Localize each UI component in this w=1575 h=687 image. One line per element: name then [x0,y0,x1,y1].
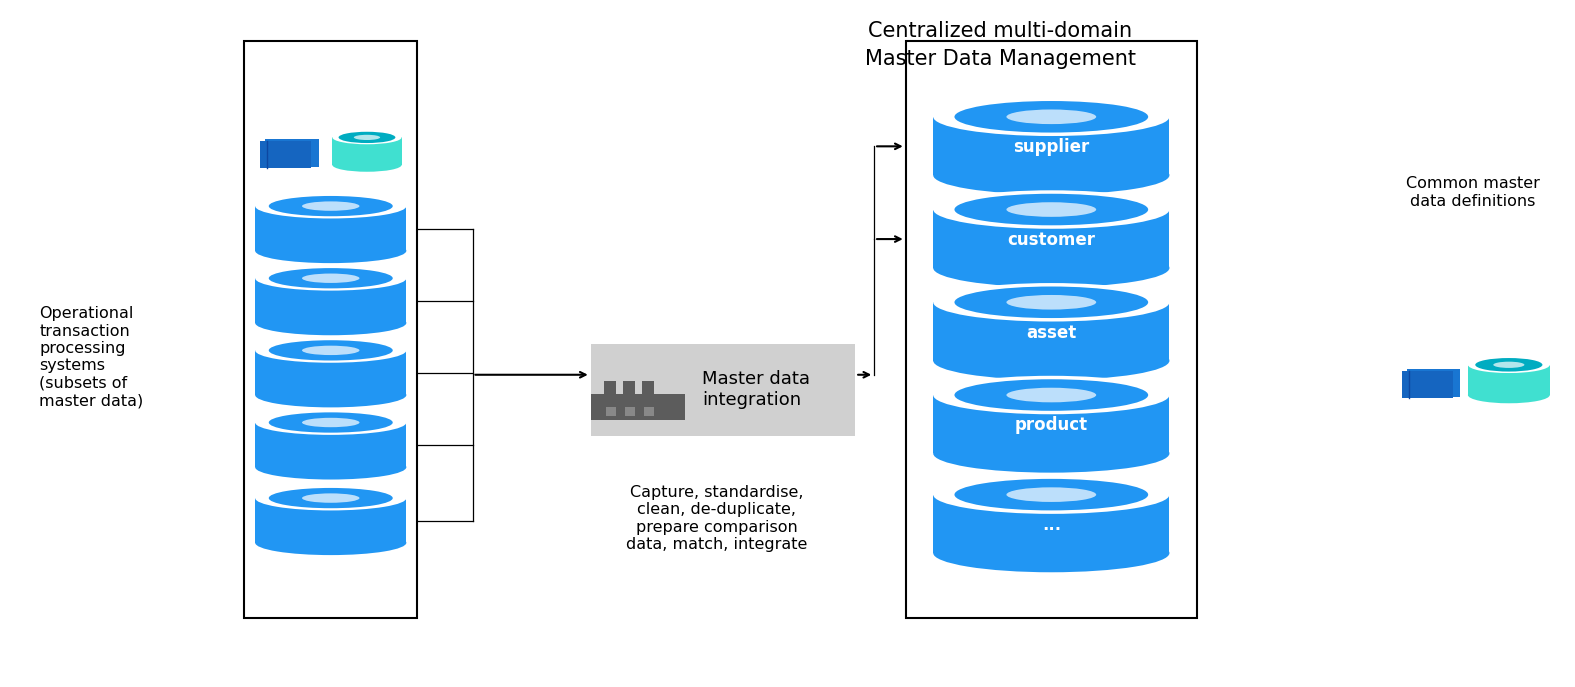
Ellipse shape [302,201,359,211]
FancyBboxPatch shape [643,381,654,394]
Text: asset: asset [1027,324,1076,341]
FancyBboxPatch shape [644,407,654,416]
Ellipse shape [932,341,1169,380]
FancyBboxPatch shape [625,407,635,416]
Polygon shape [255,278,406,323]
Ellipse shape [269,340,392,361]
FancyBboxPatch shape [1406,369,1460,397]
Text: Centralized multi-domain
Master Data Management: Centralized multi-domain Master Data Man… [865,21,1136,69]
Ellipse shape [1006,202,1096,217]
Ellipse shape [1006,487,1096,502]
Ellipse shape [932,283,1169,322]
FancyBboxPatch shape [260,141,310,168]
Polygon shape [932,495,1169,553]
Ellipse shape [255,410,406,435]
Ellipse shape [255,486,406,510]
FancyBboxPatch shape [244,41,417,618]
Ellipse shape [339,132,395,143]
Ellipse shape [932,376,1169,414]
Ellipse shape [932,534,1169,572]
Polygon shape [932,302,1169,361]
Ellipse shape [332,131,402,144]
Polygon shape [332,137,402,165]
FancyBboxPatch shape [906,41,1197,618]
Ellipse shape [255,194,406,218]
Ellipse shape [932,156,1169,194]
Text: Common master
data definitions: Common master data definitions [1405,176,1540,209]
Ellipse shape [269,488,392,508]
Text: ...: ... [1041,516,1062,534]
FancyBboxPatch shape [591,394,685,420]
Ellipse shape [255,455,406,480]
Ellipse shape [954,379,1148,411]
Polygon shape [932,210,1169,268]
Ellipse shape [932,434,1169,473]
Text: supplier: supplier [1013,138,1090,156]
Ellipse shape [954,101,1148,133]
Ellipse shape [269,268,392,289]
Ellipse shape [932,98,1169,136]
Ellipse shape [255,383,406,407]
FancyBboxPatch shape [265,139,318,167]
Ellipse shape [1006,387,1096,403]
Text: customer: customer [1008,231,1095,249]
Text: Operational
transaction
processing
systems
(subsets of
master data): Operational transaction processing syste… [39,306,143,408]
Ellipse shape [1476,358,1542,372]
Ellipse shape [302,346,359,355]
Polygon shape [255,350,406,395]
FancyBboxPatch shape [606,407,616,416]
Polygon shape [932,117,1169,175]
Ellipse shape [1468,387,1550,403]
Text: product: product [1014,416,1088,434]
Ellipse shape [269,412,392,433]
Ellipse shape [1493,361,1525,368]
Ellipse shape [302,493,359,503]
FancyBboxPatch shape [591,344,855,436]
Ellipse shape [1006,109,1096,124]
Text: Capture, standardise,
clean, de-duplicate,
prepare comparison
data, match, integ: Capture, standardise, clean, de-duplicat… [625,485,808,552]
Polygon shape [255,206,406,251]
Ellipse shape [932,249,1169,287]
FancyBboxPatch shape [624,381,635,394]
Polygon shape [255,498,406,543]
Ellipse shape [255,338,406,363]
Ellipse shape [255,238,406,263]
Ellipse shape [302,273,359,283]
Ellipse shape [332,158,402,172]
Ellipse shape [255,530,406,555]
FancyBboxPatch shape [603,381,616,394]
Ellipse shape [255,266,406,291]
Ellipse shape [932,190,1169,229]
Ellipse shape [954,479,1148,510]
Ellipse shape [1006,295,1096,310]
Ellipse shape [269,196,392,216]
Ellipse shape [954,194,1148,225]
Text: Master data
integration: Master data integration [702,370,810,409]
Polygon shape [932,395,1169,453]
Ellipse shape [954,286,1148,318]
Polygon shape [255,423,406,467]
Ellipse shape [932,475,1169,514]
Polygon shape [1468,365,1550,395]
Ellipse shape [302,418,359,427]
Ellipse shape [1468,357,1550,373]
Ellipse shape [255,311,406,335]
Ellipse shape [354,135,380,140]
FancyBboxPatch shape [1402,371,1452,398]
